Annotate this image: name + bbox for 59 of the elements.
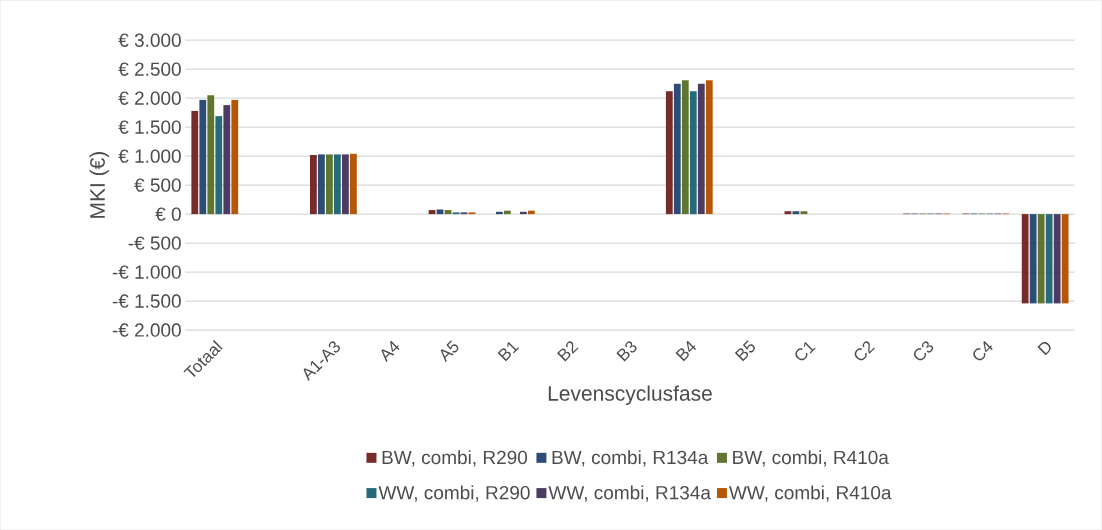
bar [800,211,808,215]
x-tick-label: C3 [913,341,934,361]
bar [784,211,792,215]
bar [681,80,689,215]
y-tick-label: -€ 500 [128,236,181,250]
bar [1037,214,1045,304]
bar [318,154,325,215]
bar [792,211,800,215]
x-tick-label: A5 [440,340,459,363]
x-tick-label: C4 [973,340,993,361]
x-tick-label: B1 [497,341,520,362]
bar [673,83,681,215]
x-tick-label: B2 [557,341,579,362]
y-tick-label: -€ 2.000 [112,323,181,337]
bar [215,116,223,215]
y-tick-label: € 1.500 [118,120,181,134]
bar [350,153,357,215]
x-tick-label: D [1037,341,1051,356]
bar [334,154,341,215]
bar [223,105,231,215]
y-axis-title: MKI (€) [89,151,110,218]
bar [310,154,317,215]
legend-label: WW, combi, R290 [378,485,530,502]
bar [342,154,349,215]
bar [1061,214,1069,304]
legend-label: BW, combi, R410a [733,450,889,467]
bar [191,110,199,215]
x-tick-label: B5 [734,340,755,362]
x-tick-label: A4 [381,340,400,363]
y-tick-label: € 2.500 [118,62,181,76]
y-tick-label: € 2.000 [118,91,181,105]
legend-label: BW, combi, R134a [552,450,709,467]
x-tick-label: C1 [795,341,816,361]
y-tick-label: € 3.000 [118,33,181,47]
bar [705,80,713,215]
bar [207,95,215,215]
bar [326,154,333,215]
x-axis-title: Levenscyclusfase [548,385,712,405]
x-tick-label: C2 [854,341,876,361]
legend-label: WW, combi, R410a [729,485,892,502]
bar [1021,214,1029,304]
bar [231,99,239,215]
bar [665,91,673,215]
x-tick-label: B4 [675,340,697,362]
y-tick-label: € 0 [155,207,181,221]
bar [697,83,705,215]
y-tick-label: -€ 1.500 [112,294,181,308]
bar [689,91,697,215]
bar [199,99,207,215]
legend-label: BW, combi, R290 [382,450,528,467]
bar [1029,214,1037,304]
bar [1045,214,1053,304]
y-tick-label: -€ 1.000 [112,265,181,279]
bar [436,209,444,215]
y-tick-label: € 1.000 [118,149,181,163]
y-tick-label: € 500 [134,178,181,192]
bar [1053,214,1061,304]
x-tick-label: B3 [616,341,637,362]
legend-label: WW, combi, R134a [548,485,711,502]
